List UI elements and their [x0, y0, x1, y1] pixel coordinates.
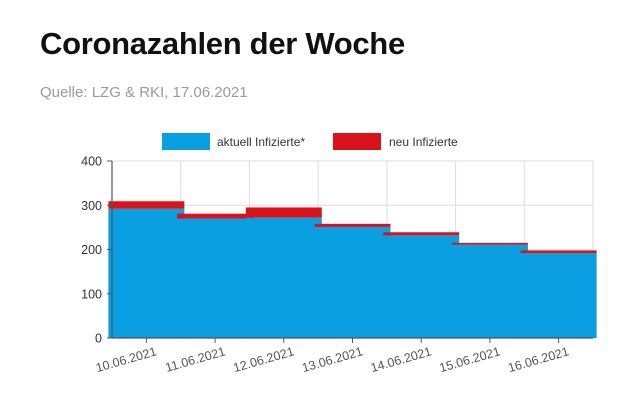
x-tick-label-7: 16.06.2021: [506, 344, 570, 375]
legend-swatch-neu[interactable]: [333, 133, 381, 150]
bar-neu-5[interactable]: [383, 232, 460, 236]
bar-neu-1[interactable]: [108, 201, 185, 209]
source-note: Quelle: LZG & RKI, 17.06.2021: [40, 84, 248, 101]
bar-aktuell-1[interactable]: [108, 208, 185, 338]
bar-neu-3[interactable]: [245, 207, 322, 218]
bar-neu-6[interactable]: [451, 242, 528, 245]
legend-swatch-aktuell[interactable]: [162, 133, 210, 150]
chart-legend: aktuell Infizierte* neu Infizierte: [162, 133, 458, 150]
x-tick-label-5: 14.06.2021: [369, 344, 433, 375]
x-tick-label-4: 13.06.2021: [300, 344, 364, 375]
bar-neu-4[interactable]: [314, 223, 391, 227]
x-tick-label-3: 12.06.2021: [232, 344, 296, 375]
y-axis-ticks: 0 100 200 300 400: [81, 155, 112, 346]
x-tick-label-1: 10.06.2021: [94, 344, 158, 375]
bar-neu-2[interactable]: [177, 213, 254, 219]
y-tick-label-2: 200: [81, 243, 102, 257]
y-tick-label-1: 100: [81, 287, 102, 301]
x-tick-label-6: 15.06.2021: [438, 344, 502, 375]
bar-aktuell-3[interactable]: [245, 217, 322, 338]
page-title: Coronazahlen der Woche: [40, 26, 405, 61]
legend-label-neu[interactable]: neu Infizierte: [389, 135, 458, 149]
bar-aktuell-7[interactable]: [520, 253, 597, 338]
bar-neu-7[interactable]: [520, 250, 597, 254]
bar-aktuell-2[interactable]: [177, 218, 254, 338]
y-tick-label-4: 400: [81, 155, 102, 169]
bar-aktuell-5[interactable]: [383, 235, 460, 338]
x-tick-label-2: 11.06.2021: [164, 344, 227, 374]
legend-label-aktuell[interactable]: aktuell Infizierte*: [217, 135, 305, 149]
y-tick-label-0: 0: [95, 332, 102, 346]
bar-aktuell-6[interactable]: [451, 244, 528, 338]
bar-aktuell-4[interactable]: [314, 226, 391, 338]
y-tick-label-3: 300: [81, 199, 102, 213]
x-axis-ticks: 10.06.2021 11.06.2021 12.06.2021 13.06.2021…: [94, 338, 571, 375]
chart-bars: [108, 201, 597, 338]
